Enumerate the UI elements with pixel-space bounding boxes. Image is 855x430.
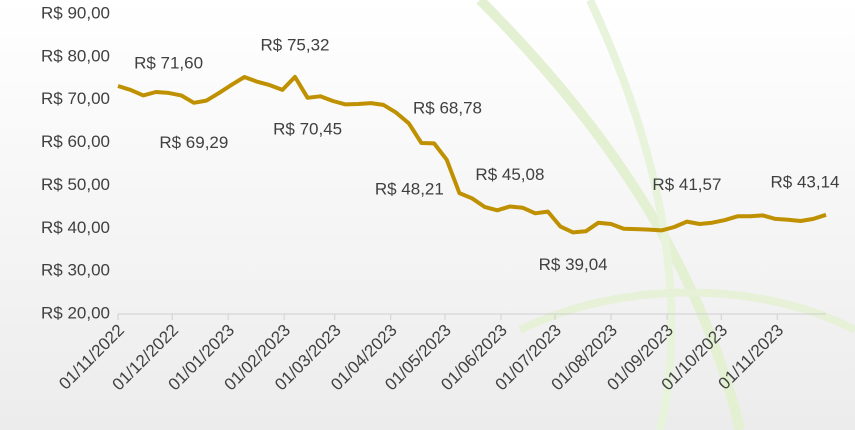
- y-tick-label: R$ 50,00: [41, 175, 110, 194]
- y-tick-label: R$ 70,00: [41, 89, 110, 108]
- data-label: R$ 69,29: [159, 133, 228, 152]
- y-tick-label: R$ 30,00: [41, 261, 110, 280]
- data-label: R$ 41,57: [652, 175, 721, 194]
- decor-curve: [586, 0, 676, 430]
- y-tick-label: R$ 80,00: [41, 46, 110, 65]
- data-label: R$ 68,78: [413, 98, 482, 117]
- y-tick-label: R$ 60,00: [41, 132, 110, 151]
- y-tick-label: R$ 90,00: [41, 3, 110, 22]
- data-label: R$ 48,21: [375, 180, 444, 199]
- data-label: R$ 71,60: [134, 53, 203, 72]
- data-label: R$ 45,08: [475, 165, 544, 184]
- data-label: R$ 70,45: [273, 119, 342, 138]
- data-label: R$ 39,04: [539, 255, 608, 274]
- data-label: R$ 43,14: [771, 172, 840, 191]
- y-tick-label: R$ 20,00: [41, 303, 110, 322]
- price-line: [117, 74, 827, 235]
- decor-curve: [518, 288, 855, 334]
- y-tick-label: R$ 40,00: [41, 218, 110, 237]
- data-label: R$ 75,32: [261, 35, 330, 54]
- decor-curve: [476, 0, 745, 430]
